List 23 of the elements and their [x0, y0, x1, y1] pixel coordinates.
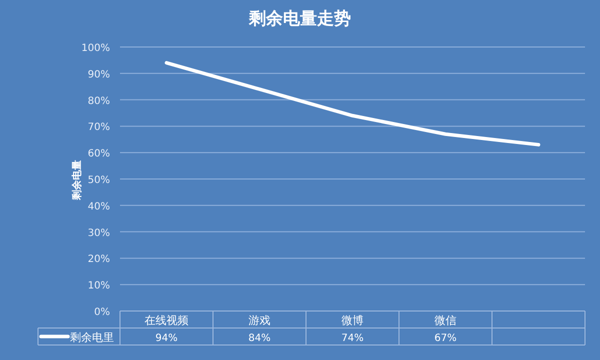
x-tick-label: 游戏: [248, 314, 270, 327]
y-tick-label: 60%: [88, 148, 110, 160]
y-axis-title: 剩余电量: [71, 160, 83, 201]
data-label: 84%: [248, 333, 271, 344]
data-label: 67%: [434, 333, 457, 344]
y-tick-label: 40%: [88, 201, 110, 212]
y-tick-label: 70%: [88, 122, 110, 134]
y-tick-label: 20%: [88, 254, 110, 266]
y-tick-label: 90%: [88, 69, 110, 80]
legend-label: 剩余电里: [70, 331, 114, 344]
data-label: 74%: [341, 333, 364, 344]
data-label: 94%: [155, 333, 178, 344]
x-tick-label: 微信: [434, 314, 456, 327]
line-series: [164, 61, 540, 146]
x-tick-label: 微博: [342, 314, 364, 327]
y-tick-label: 30%: [88, 228, 110, 239]
y-tick-label: 80%: [88, 96, 110, 107]
y-tick-label: 50%: [88, 175, 110, 186]
y-tick-label: 0%: [94, 307, 110, 318]
chart-title: 剩余电量走势: [248, 9, 351, 29]
y-tick-label: 100%: [81, 43, 110, 54]
x-tick-label: 在线视频: [144, 314, 188, 327]
y-tick-label: 10%: [88, 280, 110, 292]
